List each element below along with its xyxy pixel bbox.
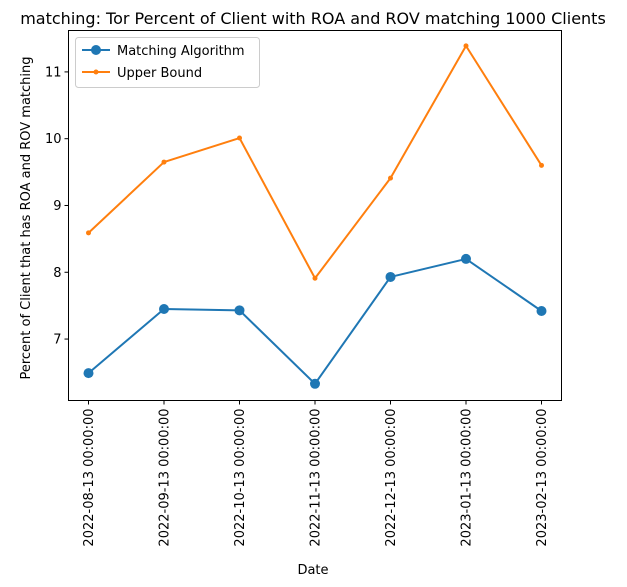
y-tick-label: 11	[45, 65, 62, 80]
y-tick-label: 9	[53, 199, 61, 214]
legend-frame	[75, 37, 260, 88]
x-tick-label: 2023-02-13 00:00:00	[535, 409, 550, 547]
x-tick-label: 2022-09-13 00:00:00	[158, 409, 173, 547]
data-point-matching-algorithm	[159, 304, 169, 315]
data-point-upper-bound	[312, 275, 318, 281]
x-tick-label: 2022-12-13 00:00:00	[384, 409, 399, 547]
data-point-matching-algorithm	[310, 378, 320, 389]
y-axis: 7 8 9 10 11	[45, 65, 69, 348]
y-tick-label: 10	[45, 132, 62, 147]
y-tick-label: 7	[53, 333, 61, 348]
x-axis-title: Date	[297, 563, 328, 578]
data-point-upper-bound	[237, 135, 242, 141]
y-tick-label: 8	[53, 266, 61, 281]
data-point-upper-bound	[463, 43, 469, 49]
legend-label-matching-algorithm: Matching Algorithm	[117, 44, 245, 59]
data-point-matching-algorithm	[234, 305, 245, 316]
data-point-matching-algorithm	[83, 368, 94, 379]
data-point-upper-bound	[86, 230, 91, 236]
data-point-matching-algorithm	[385, 271, 396, 282]
data-point-upper-bound	[388, 175, 393, 181]
legend-swatch-marker-matching	[91, 45, 101, 55]
x-tick-label: 2022-08-13 00:00:00	[82, 409, 97, 547]
x-tick-label: 2022-10-13 00:00:00	[233, 409, 248, 547]
legend-swatch-marker-upper-bound	[93, 69, 99, 75]
x-tick-label: 2022-11-13 00:00:00	[309, 409, 324, 547]
data-point-upper-bound	[161, 159, 167, 165]
series-layer	[83, 43, 547, 389]
x-tick-label: 2023-01-13 00:00:00	[460, 409, 475, 547]
legend: Matching Algorithm Upper Bound	[75, 37, 260, 88]
legend-label-upper-bound: Upper Bound	[117, 66, 202, 81]
chart-title: matching: Tor Percent of Client with ROA…	[20, 9, 606, 28]
x-axis: 2022-08-13 00:00:00 2022-09-13 00:00:00 20…	[82, 400, 550, 547]
y-axis-title: Percent of Client that has ROA and ROV m…	[19, 56, 34, 379]
data-point-upper-bound	[539, 162, 544, 168]
data-point-matching-algorithm	[536, 306, 547, 317]
data-point-matching-algorithm	[461, 253, 471, 264]
